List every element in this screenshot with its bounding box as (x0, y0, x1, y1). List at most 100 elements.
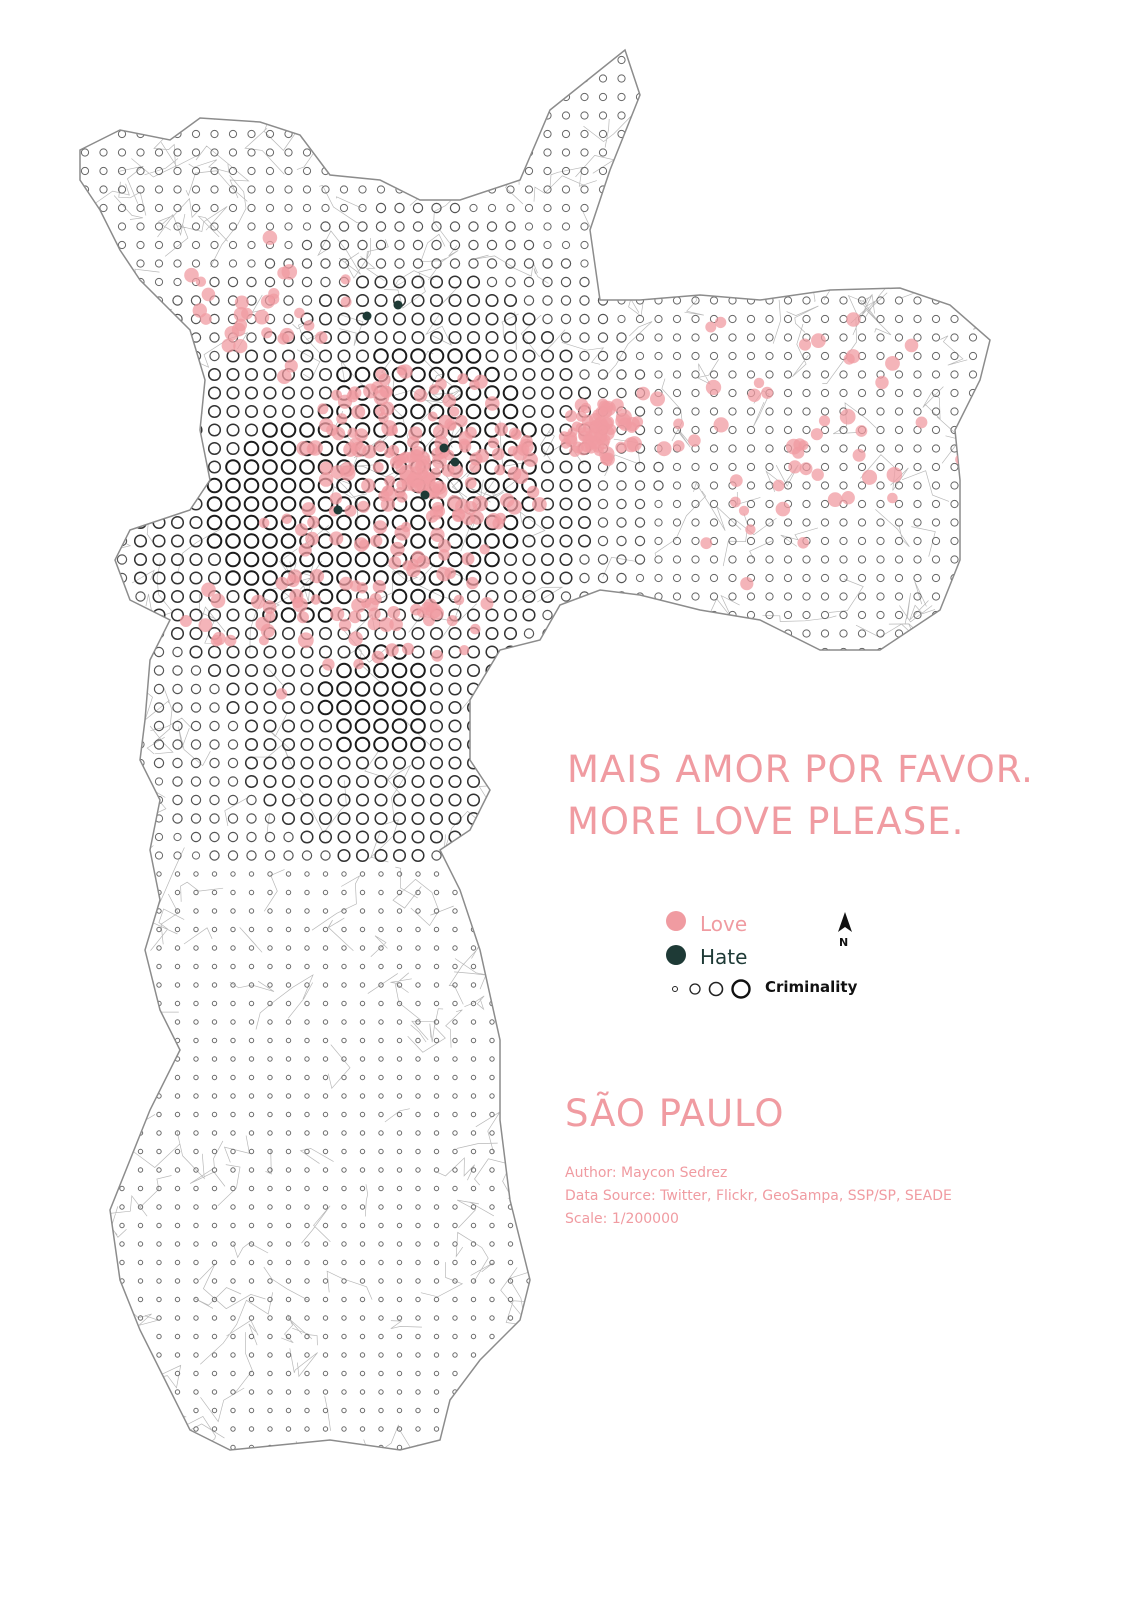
criminality-cell (172, 720, 183, 732)
criminality-cell (877, 1278, 884, 1284)
criminality-cell (711, 1296, 717, 1303)
criminality-cell (135, 646, 146, 658)
criminality-cell (857, 185, 867, 194)
criminality-cell (174, 1426, 181, 1432)
criminality-cell (211, 1426, 218, 1432)
criminality-cell (304, 1093, 310, 1099)
criminality-cell (544, 908, 551, 914)
criminality-cell (822, 871, 828, 877)
criminality-cell (466, 663, 481, 678)
criminality-cell (378, 1019, 384, 1025)
criminality-cell (136, 259, 145, 268)
hate-points (333, 300, 460, 515)
criminality-cell (448, 719, 462, 733)
criminality-cell (951, 1148, 958, 1155)
criminality-cell (970, 1130, 976, 1136)
criminality-cell (489, 1259, 495, 1266)
criminality-cell (230, 1278, 236, 1284)
criminality-cell (230, 1056, 236, 1062)
criminality-cell (802, 684, 811, 694)
criminality-cell (711, 1333, 717, 1340)
criminality-cell (304, 1000, 310, 1007)
love-point (509, 427, 521, 439)
criminality-cell (654, 222, 663, 231)
criminality-cell (137, 1185, 144, 1192)
criminality-cell (803, 1426, 810, 1432)
criminality-cell (378, 1093, 384, 1099)
criminality-cell (580, 55, 589, 65)
criminality-cell (227, 720, 239, 732)
criminality-cell (692, 1259, 699, 1266)
criminality-cell (579, 609, 590, 621)
criminality-cell (523, 683, 535, 695)
criminality-cell (785, 908, 791, 914)
criminality-cell (877, 871, 884, 877)
criminality-cell (748, 871, 754, 877)
criminality-cell (857, 388, 867, 398)
criminality-cell (80, 517, 91, 528)
love-point (349, 437, 363, 452)
criminality-cell (970, 1019, 976, 1025)
criminality-cell (265, 111, 275, 120)
criminality-cell (654, 185, 663, 194)
love-point (494, 464, 506, 476)
criminality-cell (341, 1389, 347, 1395)
criminality-cell (300, 386, 314, 400)
criminality-cell (174, 1352, 181, 1358)
love-point (915, 416, 928, 429)
criminality-cell (839, 240, 848, 250)
criminality-cell (428, 348, 445, 364)
criminality-cell (302, 129, 312, 139)
criminality-cell (933, 1444, 939, 1450)
criminality-cell (655, 1333, 662, 1340)
criminality-cell (914, 1037, 921, 1044)
criminality-cell (802, 407, 811, 416)
criminality-cell (230, 1111, 236, 1118)
criminality-cell (857, 92, 867, 102)
criminality-cell (931, 74, 941, 83)
criminality-cell (341, 1370, 347, 1377)
criminality-cell (137, 908, 144, 914)
criminality-cell (193, 1241, 199, 1247)
criminality-cell (318, 312, 333, 326)
criminality-cell (156, 1037, 162, 1044)
criminality-cell (395, 148, 404, 157)
criminality-cell (230, 1370, 236, 1377)
criminality-cell (304, 908, 310, 914)
criminality-cell (248, 1259, 255, 1266)
criminality-cell (729, 1019, 736, 1025)
criminality-cell (173, 851, 182, 860)
criminality-cell (135, 628, 146, 639)
criminality-cell (544, 1296, 551, 1303)
criminality-cell (248, 1278, 255, 1284)
criminality-cell (466, 589, 481, 604)
criminality-cell (839, 610, 848, 620)
criminality-cell (452, 1056, 458, 1062)
criminality-cell (320, 258, 331, 269)
criminality-cell (373, 662, 389, 679)
criminality-cell (970, 1074, 976, 1081)
criminality-cell (859, 1426, 865, 1432)
criminality-cell (209, 276, 220, 288)
criminality-cell (617, 166, 626, 176)
criminality-cell (711, 1426, 717, 1432)
criminality-cell (410, 496, 426, 512)
love-point (329, 531, 344, 546)
criminality-cell (485, 682, 499, 696)
criminality-cell (503, 330, 518, 345)
criminality-cell (321, 148, 330, 157)
criminality-cell (577, 478, 592, 493)
criminality-cell (82, 1241, 88, 1247)
criminality-cell (691, 203, 700, 213)
criminality-cell (211, 1019, 218, 1025)
criminality-cell (579, 683, 590, 695)
criminality-cell (951, 1167, 958, 1173)
criminality-cell (822, 1315, 828, 1321)
criminality-cell (117, 721, 127, 731)
criminality-cell (785, 1352, 791, 1358)
criminality-cell (950, 296, 959, 305)
criminality-cell (968, 277, 978, 287)
criminality-cell (80, 572, 91, 584)
criminality-cell (341, 1037, 347, 1044)
criminality-cell (486, 831, 498, 843)
